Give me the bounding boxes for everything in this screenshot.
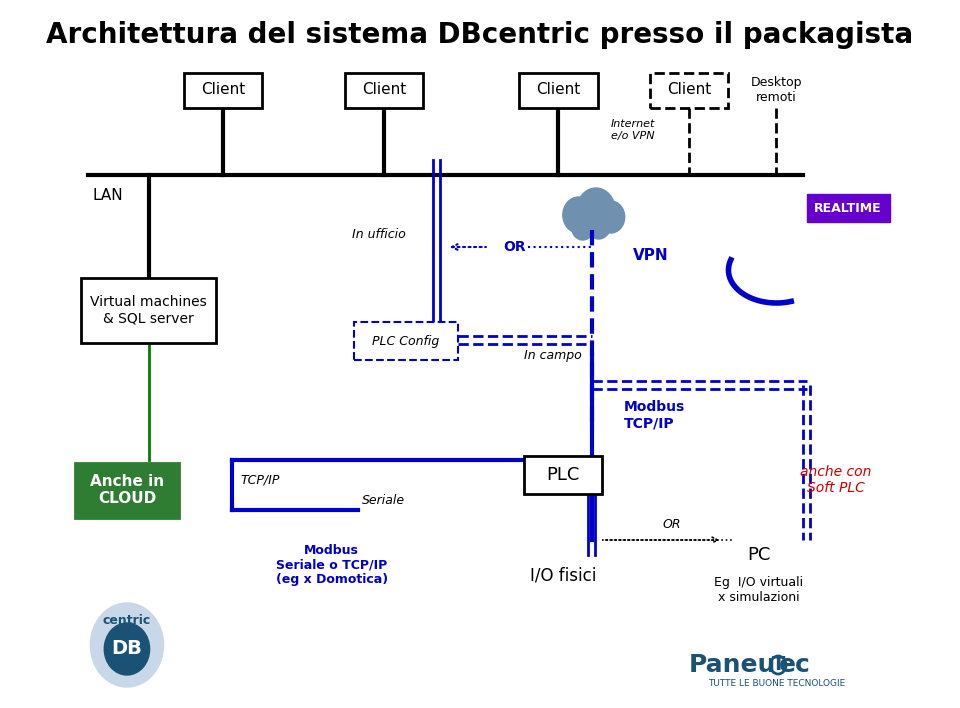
FancyBboxPatch shape — [75, 462, 180, 518]
FancyBboxPatch shape — [650, 72, 729, 108]
Text: Eg  I/O virtuali
x simulazioni: Eg I/O virtuali x simulazioni — [714, 576, 804, 604]
Text: Paneu: Paneu — [689, 653, 777, 677]
Text: DB: DB — [111, 639, 142, 658]
FancyBboxPatch shape — [519, 72, 598, 108]
Text: Anche in
CLOUD: Anche in CLOUD — [90, 474, 164, 506]
Text: I/O fisici: I/O fisici — [530, 566, 596, 584]
Text: Client: Client — [537, 83, 581, 98]
Circle shape — [563, 197, 594, 233]
Text: TUTTE LE BUONE TECNOLOGIE: TUTTE LE BUONE TECNOLOGIE — [708, 678, 845, 687]
FancyBboxPatch shape — [183, 72, 262, 108]
FancyBboxPatch shape — [345, 72, 423, 108]
Circle shape — [90, 603, 163, 687]
Text: Architettura del sistema DBcentric presso il packagista: Architettura del sistema DBcentric press… — [46, 21, 914, 49]
Circle shape — [571, 214, 594, 240]
Text: OR: OR — [504, 240, 526, 254]
FancyBboxPatch shape — [807, 194, 890, 222]
Text: PLC: PLC — [546, 466, 580, 484]
Text: Desktop
remoti: Desktop remoti — [751, 76, 803, 104]
Text: VPN: VPN — [633, 248, 668, 263]
Text: Modbus
Seriale o TCP/IP
(eg x Domotica): Modbus Seriale o TCP/IP (eg x Domotica) — [276, 544, 388, 586]
FancyBboxPatch shape — [82, 278, 216, 343]
Text: Virtual machines
& SQL server: Virtual machines & SQL server — [90, 295, 207, 325]
Text: ec: ec — [779, 653, 811, 677]
Circle shape — [597, 201, 625, 233]
Text: Modbus
TCP/IP: Modbus TCP/IP — [624, 400, 685, 430]
Circle shape — [577, 188, 615, 232]
Text: Client: Client — [201, 83, 245, 98]
Text: PLC Config: PLC Config — [372, 334, 440, 348]
Text: TCP/IP: TCP/IP — [240, 474, 279, 486]
Text: Seriale: Seriale — [362, 493, 405, 506]
Text: anche con
Soft PLC: anche con Soft PLC — [800, 465, 872, 495]
Text: LAN: LAN — [92, 188, 123, 202]
Text: REALTIME: REALTIME — [814, 202, 881, 215]
Circle shape — [105, 623, 150, 675]
Text: PC: PC — [747, 546, 771, 564]
FancyBboxPatch shape — [523, 456, 602, 494]
Text: In ufficio: In ufficio — [352, 229, 406, 241]
Text: In campo: In campo — [523, 348, 582, 362]
Text: T: T — [772, 656, 785, 675]
Text: centric: centric — [103, 615, 151, 627]
Text: Internet
e/o VPN: Internet e/o VPN — [611, 119, 655, 141]
Text: Client: Client — [667, 83, 711, 98]
Circle shape — [96, 609, 158, 681]
FancyBboxPatch shape — [353, 322, 458, 360]
Circle shape — [587, 211, 611, 239]
Text: Client: Client — [362, 83, 406, 98]
Text: OR: OR — [662, 518, 681, 530]
